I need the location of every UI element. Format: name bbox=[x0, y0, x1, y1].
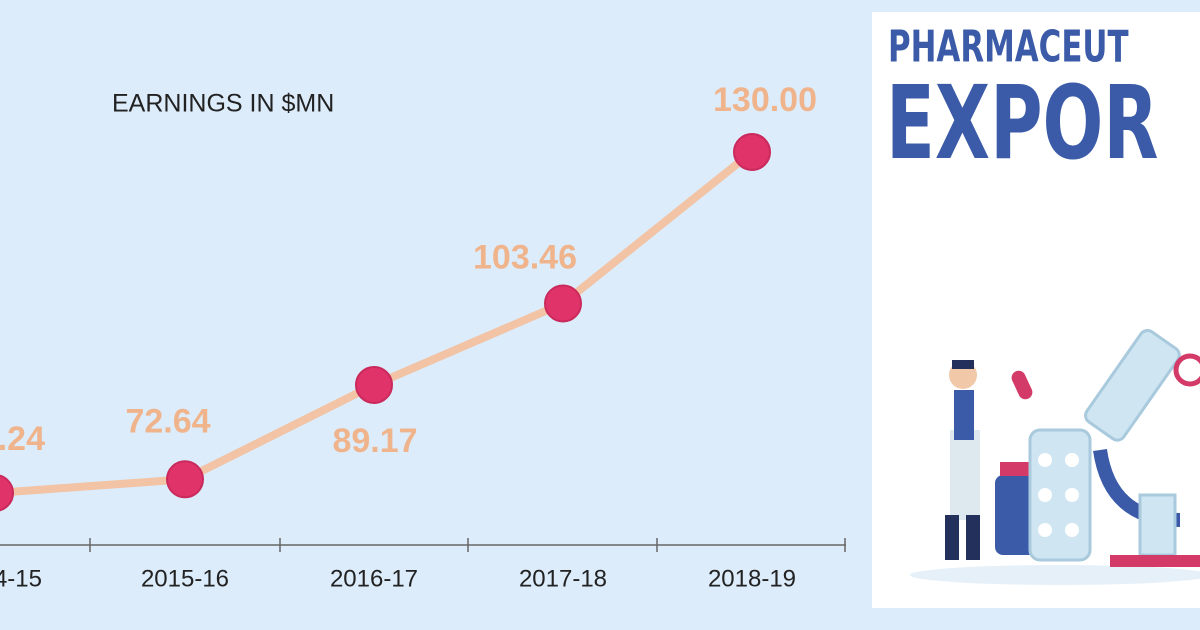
point bbox=[733, 133, 771, 171]
x-tick-label: 2017-18 bbox=[519, 565, 607, 592]
point bbox=[544, 284, 582, 323]
chart-title: EARNINGS IN $MN bbox=[112, 90, 334, 118]
point bbox=[0, 474, 14, 512]
point bbox=[355, 365, 393, 404]
x-tick-label: 2016-17 bbox=[330, 565, 418, 592]
point bbox=[166, 460, 204, 499]
value-label: .24 bbox=[0, 420, 45, 458]
x-tick-label: 4-15 bbox=[0, 565, 42, 592]
value-label: 103.46 bbox=[473, 238, 577, 276]
x-tick-label: 2018-19 bbox=[708, 565, 796, 592]
axis-ticks bbox=[89, 538, 846, 552]
x-tick-label: 2015-16 bbox=[141, 565, 229, 592]
value-label: 89.17 bbox=[332, 422, 417, 460]
panel-title-1: PHARMACEUT bbox=[888, 22, 1129, 73]
panel-title-2: EXPOR bbox=[886, 63, 1159, 182]
side-panel: PHARMACEUT EXPOR bbox=[872, 12, 1200, 608]
value-label: 130.00 bbox=[713, 81, 817, 119]
value-label: 72.64 bbox=[125, 402, 210, 440]
